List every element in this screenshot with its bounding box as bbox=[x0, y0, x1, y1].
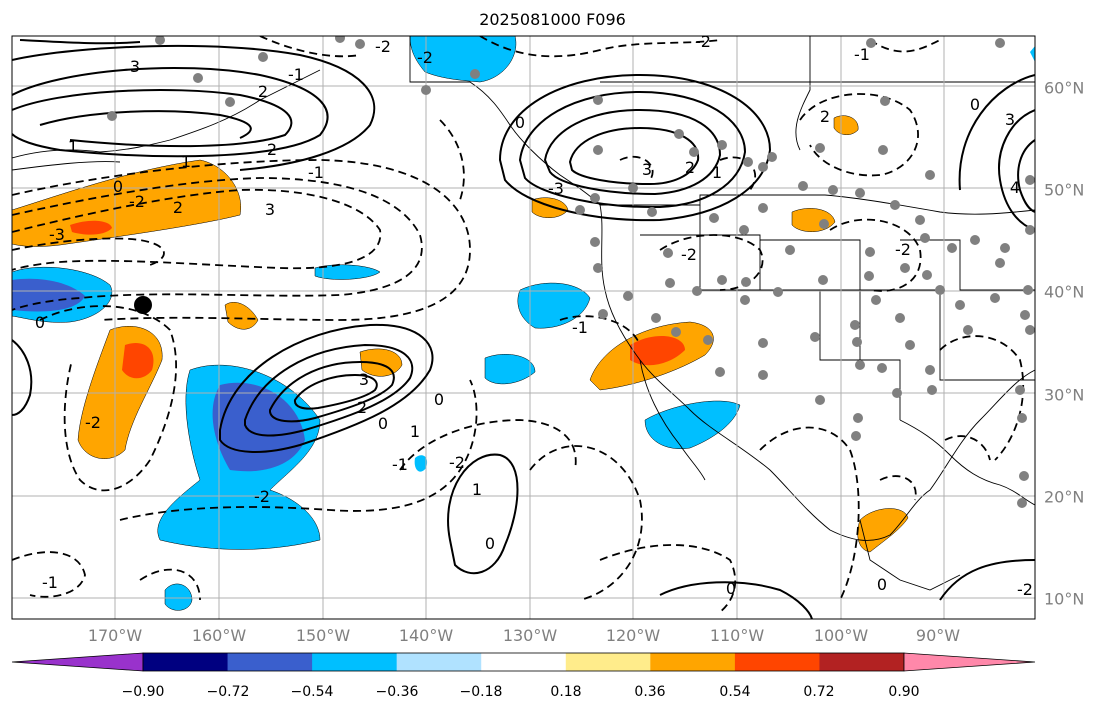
contour-label: -1 bbox=[42, 573, 58, 592]
coastlines bbox=[12, 36, 1035, 591]
contour-label: 3 bbox=[130, 57, 140, 76]
colorbar-tick-label: −0.36 bbox=[375, 684, 419, 700]
contour-label: -2 bbox=[85, 413, 101, 432]
lat-label: 30°N bbox=[1044, 385, 1085, 405]
contour-label: 0 bbox=[378, 414, 388, 433]
contour-label: 0 bbox=[485, 534, 495, 553]
dashed-contours bbox=[12, 36, 1024, 613]
contour-label: 2 bbox=[173, 198, 183, 217]
lat-label: 20°N bbox=[1044, 487, 1085, 507]
contour-label-layer: 1 3 1 0 -2 2 3 -3 -1 2 -1 -2 0 -2 2 -1 -… bbox=[35, 32, 1033, 599]
colorbar-tick-label: 0.54 bbox=[719, 684, 751, 700]
lon-label: 160°W bbox=[191, 626, 247, 645]
colorbar-cell bbox=[227, 653, 313, 671]
contour-label: 0 bbox=[726, 579, 736, 598]
colorbar-cell bbox=[819, 653, 905, 671]
colorbar-tick-label: 0.36 bbox=[634, 684, 666, 700]
positive-shading bbox=[12, 115, 909, 553]
colorbar-tick-label: 0.90 bbox=[888, 684, 920, 700]
lat-label: 10°N bbox=[1044, 589, 1085, 609]
colorbar-extend-right bbox=[903, 652, 1036, 672]
contour-label: -1 bbox=[288, 65, 304, 84]
lon-label: 110°W bbox=[709, 626, 765, 645]
contour-label: -1 bbox=[572, 318, 588, 337]
colorbar-cell bbox=[565, 653, 651, 671]
contour-label: -2 bbox=[254, 487, 270, 506]
contour-label: 2 bbox=[820, 107, 830, 126]
contour-label: 1 bbox=[472, 480, 482, 499]
colorbar-cell bbox=[734, 653, 820, 671]
lat-label: 40°N bbox=[1044, 282, 1085, 302]
colorbar-tick-label: 0.18 bbox=[550, 684, 582, 700]
lon-label: 140°W bbox=[398, 626, 454, 645]
colorbar-cell bbox=[396, 653, 482, 671]
contour-label: 1 bbox=[181, 152, 191, 171]
graticule bbox=[12, 36, 1035, 619]
contour-label: 4 bbox=[1010, 178, 1020, 197]
lon-label: 120°W bbox=[605, 626, 661, 645]
contour-label: -2 bbox=[129, 192, 145, 211]
map-frame bbox=[11, 35, 1036, 620]
colorbar-tick-label: −0.18 bbox=[459, 684, 503, 700]
contour-label: 0 bbox=[434, 390, 444, 409]
map-title: 2025081000 F096 bbox=[479, 10, 626, 29]
contour-label: 3 bbox=[359, 370, 369, 389]
contour-label: 3 bbox=[1005, 110, 1015, 129]
map-field-layer: 1 3 1 0 -2 2 3 -3 -1 2 -1 -2 0 -2 2 -1 -… bbox=[12, 32, 1035, 619]
contour-label: 0 bbox=[877, 575, 887, 594]
colorbar-tick-label: −0.54 bbox=[290, 684, 334, 700]
contour-label: 2 bbox=[267, 140, 277, 159]
colorbar-tick-label: 0.72 bbox=[803, 684, 835, 700]
contour-label: 2 bbox=[258, 82, 268, 101]
lon-label: 130°W bbox=[502, 626, 558, 645]
contour-label: 1 bbox=[68, 137, 78, 156]
contour-label: -2 bbox=[1017, 580, 1033, 599]
negative-shading bbox=[12, 36, 1035, 611]
contour-label: 2 bbox=[685, 158, 695, 177]
contour-label: 1 bbox=[410, 422, 420, 441]
contour-label: -2 bbox=[895, 240, 911, 259]
colorbar-cell bbox=[312, 653, 398, 671]
contour-label: -2 bbox=[417, 48, 433, 67]
contour-label: 0 bbox=[35, 313, 45, 332]
station-dots bbox=[107, 36, 1035, 508]
contour-label: -2 bbox=[449, 453, 465, 472]
lon-label: 170°W bbox=[87, 626, 143, 645]
colorbar-tick-label: −0.90 bbox=[121, 684, 165, 700]
contour-label: 0 bbox=[113, 177, 123, 196]
contour-label: -2 bbox=[695, 32, 711, 51]
colorbar-cell bbox=[650, 653, 736, 671]
contour-label: 2 bbox=[357, 398, 367, 417]
colorbar bbox=[11, 652, 1036, 672]
contour-label: -2 bbox=[375, 37, 391, 56]
contour-label: -3 bbox=[49, 225, 65, 244]
colorbar-cell bbox=[143, 653, 229, 671]
contour-label: -1 bbox=[392, 455, 408, 474]
lat-label: 60°N bbox=[1044, 78, 1085, 98]
contour-label: 0 bbox=[515, 113, 525, 132]
solid-contours bbox=[12, 39, 1035, 619]
contour-label: -1 bbox=[308, 163, 324, 182]
contour-label: -2 bbox=[681, 245, 697, 264]
colorbar-tick-label: −0.72 bbox=[206, 684, 250, 700]
contour-label: 1 bbox=[712, 163, 722, 182]
lon-label: 100°W bbox=[813, 626, 869, 645]
colorbar-cell bbox=[481, 653, 567, 671]
contour-label: 3 bbox=[265, 200, 275, 219]
contour-label: -3 bbox=[548, 179, 564, 198]
contour-label: -1 bbox=[854, 45, 870, 64]
colorbar-extend-left bbox=[11, 652, 144, 672]
storm-center-marker bbox=[134, 296, 152, 314]
lon-label: 150°W bbox=[295, 626, 351, 645]
lon-label: 90°W bbox=[915, 626, 961, 645]
lat-label: 50°N bbox=[1044, 180, 1085, 200]
contour-label: 0 bbox=[970, 95, 980, 114]
contour-label: 3 bbox=[642, 160, 652, 179]
